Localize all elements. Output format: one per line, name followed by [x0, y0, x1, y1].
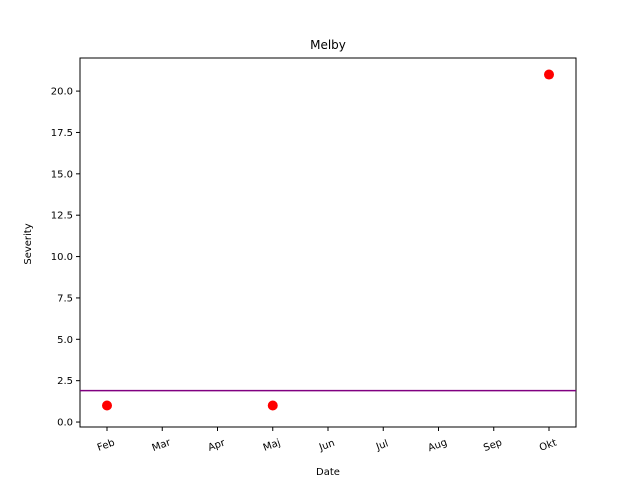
y-tick-label: 5.0: [57, 335, 73, 346]
y-tick-label: 20.0: [51, 87, 73, 98]
x-tick-label: Jul: [374, 438, 390, 453]
data-point: [267, 400, 278, 411]
x-axis-label: Date: [316, 467, 340, 478]
data-point: [102, 400, 112, 411]
y-tick-label: 12.5: [51, 211, 73, 222]
y-axis-label: Severity: [23, 223, 34, 264]
y-tick-label: 10.0: [51, 252, 73, 263]
data-point: [544, 69, 554, 80]
y-tick-label: 7.5: [57, 293, 73, 304]
y-tick-label: 2.5: [57, 376, 73, 387]
y-tick-label: 17.5: [51, 128, 73, 139]
y-tick-label: 0.0: [57, 418, 73, 429]
chart-title: Melby: [310, 38, 346, 52]
x-tick-label: Jun: [317, 438, 336, 454]
y-tick-label: 15.0: [51, 169, 73, 180]
